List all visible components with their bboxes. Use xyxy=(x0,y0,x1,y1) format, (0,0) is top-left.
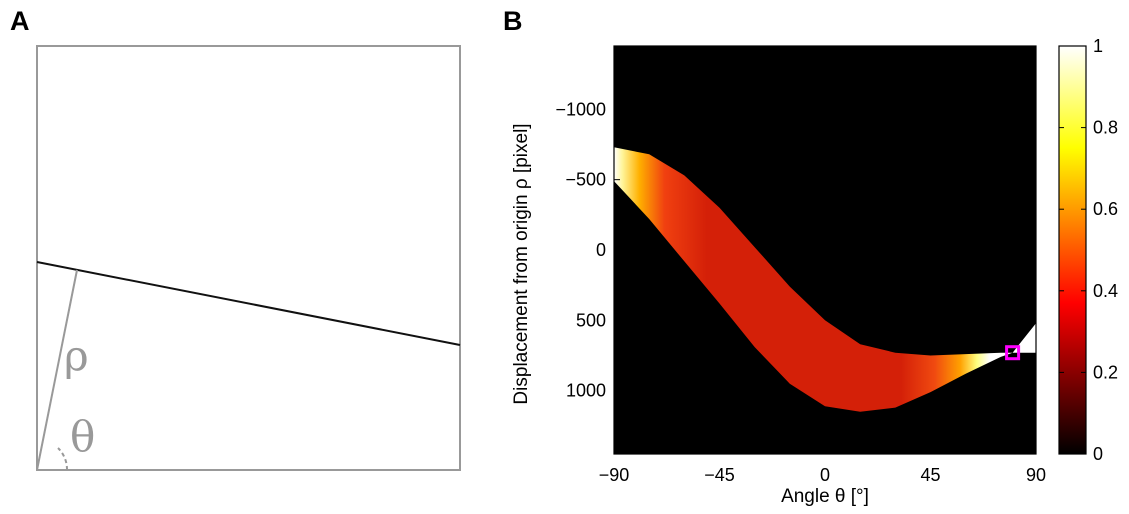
hough-band-area xyxy=(614,147,1036,412)
image-frame xyxy=(36,45,461,471)
colorbar xyxy=(1058,45,1087,455)
y-tick-label: 1000 xyxy=(566,381,606,401)
peak-marker xyxy=(1005,345,1021,361)
y-tick-label: 500 xyxy=(576,310,606,330)
colorbar-tick-label: 0.2 xyxy=(1093,362,1118,382)
theta-arc xyxy=(57,447,69,471)
x-axis-ticks: −90 −45 0 45 90 xyxy=(599,46,1046,485)
y-axis-ticks: −1000 −500 0 500 1000 xyxy=(555,99,1036,401)
x-tick-label: 45 xyxy=(920,465,940,485)
y-axis-title: Displacement from origin ρ [pixel] xyxy=(511,123,532,404)
detected-line xyxy=(36,261,461,346)
y-tick-label: 0 xyxy=(596,240,606,260)
colorbar-tick-label: 0.6 xyxy=(1093,199,1118,219)
rho-normal-segment xyxy=(36,269,78,471)
colorbar-tick-label: 0 xyxy=(1093,444,1103,464)
x-tick-label: 0 xyxy=(820,465,830,485)
colorbar-tick-label: 0.8 xyxy=(1093,118,1118,138)
x-tick-label: −90 xyxy=(599,465,630,485)
hough-band xyxy=(614,147,1036,412)
x-axis-title: Angle θ [°] xyxy=(781,486,869,507)
y-tick-label: −500 xyxy=(565,170,606,190)
colorbar-tick-label: 1 xyxy=(1093,36,1103,56)
colorbar-tick-label: 0.4 xyxy=(1093,281,1118,301)
theta-symbol: θ xyxy=(70,412,95,461)
y-tick-label: −1000 xyxy=(555,99,606,119)
rho-symbol: ρ xyxy=(64,331,89,380)
panel-a-label: A xyxy=(10,6,30,36)
x-tick-label: −45 xyxy=(704,465,735,485)
x-tick-label: 90 xyxy=(1026,465,1046,485)
colorbar-ticks: 0 0.2 0.4 0.6 0.8 1 xyxy=(1059,36,1118,464)
panel-b-label: B xyxy=(503,6,523,36)
